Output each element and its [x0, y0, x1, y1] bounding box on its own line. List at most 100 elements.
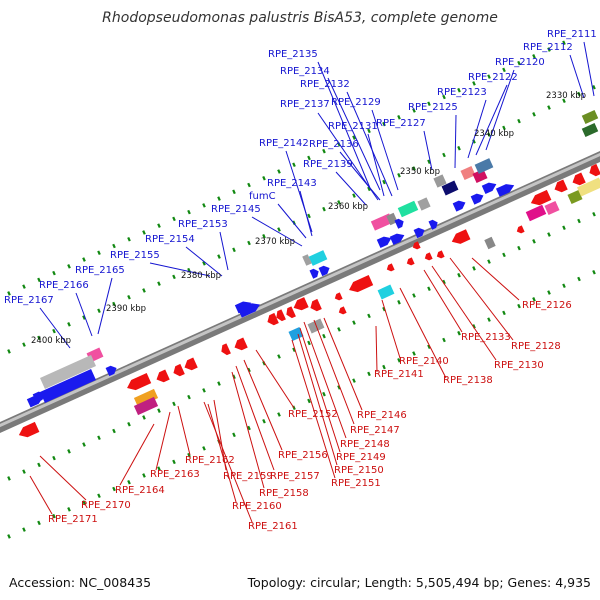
tick-mark-inner-bottom — [547, 232, 551, 237]
gene-label-RPE_2161[interactable]: RPE_2161 — [248, 521, 298, 532]
forward-block — [581, 110, 599, 124]
gene-label-RPE_2139[interactable]: RPE_2139 — [303, 159, 353, 170]
gene-label-RPE_2134[interactable]: RPE_2134 — [280, 66, 330, 77]
tick-mark-inner-top — [37, 335, 41, 341]
tick-mark-outer-top — [157, 223, 161, 228]
tick-mark-outer-bottom — [397, 358, 401, 363]
gene-label-RPE_2132[interactable]: RPE_2132 — [300, 79, 350, 90]
gene-label-RPE_2140[interactable]: RPE_2140 — [399, 356, 449, 367]
tick-mark-inner-top — [502, 125, 506, 131]
gene-label-RPE_2146[interactable]: RPE_2146 — [357, 410, 407, 421]
gene-label-RPE_2133[interactable]: RPE_2133 — [461, 332, 511, 343]
gene-label-RPE_2142[interactable]: RPE_2142 — [259, 138, 309, 149]
reverse-arrow — [234, 337, 248, 351]
tick-mark-inner-bottom — [442, 279, 446, 285]
gene-label-RPE_2155[interactable]: RPE_2155 — [110, 250, 160, 261]
tick-mark-inner-top — [52, 328, 56, 334]
scale-label-2390: 2390 kbp — [106, 304, 146, 314]
reverse-arrow — [18, 421, 40, 438]
gene-label-RPE_2162[interactable]: RPE_2162 — [185, 455, 235, 466]
forward-leader-line — [149, 262, 211, 277]
reverse-leader-line — [399, 287, 447, 379]
gene-label-RPE_2131[interactable]: RPE_2131 — [328, 121, 378, 132]
gene-label-RPE_2149[interactable]: RPE_2149 — [336, 452, 386, 463]
gene-label-RPE_2127[interactable]: RPE_2127 — [376, 118, 426, 129]
gene-label-RPE_2135[interactable]: RPE_2135 — [268, 49, 318, 60]
gene-label-RPE_2120[interactable]: RPE_2120 — [495, 57, 545, 68]
reverse-leader-line — [177, 405, 191, 456]
gene-label-RPE_2154[interactable]: RPE_2154 — [145, 234, 195, 245]
reverse-arrow — [349, 275, 374, 293]
reverse-leader-line — [235, 365, 275, 471]
gene-label-RPE_2137[interactable]: RPE_2137 — [280, 99, 330, 110]
gene-label-RPE_2165[interactable]: RPE_2165 — [75, 265, 125, 276]
tick-mark-outer-bottom — [112, 486, 116, 492]
gene-label-RPE_2167[interactable]: RPE_2167 — [4, 295, 54, 306]
gene-label-RPE_2156[interactable]: RPE_2156 — [278, 450, 328, 461]
reverse-leader-line — [231, 371, 265, 489]
gene-label-RPE_2157[interactable]: RPE_2157 — [270, 471, 320, 482]
gene-label-RPE_2152[interactable]: RPE_2152 — [288, 409, 338, 420]
tick-mark-inner-bottom — [202, 388, 206, 393]
tick-mark-inner-top — [562, 98, 566, 104]
tick-mark-inner-top — [412, 166, 416, 171]
forward-arrow — [318, 265, 330, 277]
tick-mark-inner-bottom — [307, 340, 311, 346]
gene-label-RPE_2148[interactable]: RPE_2148 — [340, 439, 390, 450]
tick-mark-inner-bottom — [322, 333, 326, 339]
tick-mark-outer-bottom — [427, 344, 431, 350]
tick-mark-inner-top — [382, 179, 386, 185]
gene-label-RPE_2164[interactable]: RPE_2164 — [115, 485, 165, 496]
colored-block — [308, 250, 328, 266]
reverse-leader-line — [203, 401, 253, 523]
small-reverse-arrow — [406, 257, 415, 266]
colored-block — [302, 254, 312, 266]
forward-leader-line — [346, 91, 393, 197]
gene-label-RPE_2125[interactable]: RPE_2125 — [408, 102, 458, 113]
tick-mark-outer-bottom — [157, 466, 161, 471]
reverse-arrow — [310, 298, 322, 312]
forward-leader-line — [423, 130, 433, 171]
gene-features — [18, 110, 600, 438]
gene-label-RPE_2122[interactable]: RPE_2122 — [468, 72, 518, 83]
tick-mark-inner-top — [202, 261, 206, 266]
reverse-arrow — [221, 343, 231, 356]
gene-label-RPE_2136[interactable]: RPE_2136 — [309, 139, 359, 150]
tick-mark-outer-bottom — [202, 446, 206, 451]
gene-label-RPE_2151[interactable]: RPE_2151 — [331, 478, 381, 489]
tick-mark-outer-top — [292, 162, 296, 167]
gene-label-RPE_2171[interactable]: RPE_2171 — [48, 514, 98, 525]
small-reverse-arrow — [516, 225, 525, 234]
reverse-block — [377, 284, 395, 300]
gene-label-RPE_2159[interactable]: RPE_2159 — [223, 471, 273, 482]
gene-label-RPE_2138[interactable]: RPE_2138 — [443, 375, 493, 386]
forward-arrow — [389, 233, 405, 245]
gene-label-RPE_2147[interactable]: RPE_2147 — [350, 425, 400, 436]
gene-label-RPE_2111[interactable]: RPE_2111 — [547, 29, 597, 40]
tick-mark-outer-top — [517, 60, 521, 66]
accession-text: Accession: NC_008435 — [9, 575, 151, 590]
gene-label-RPE_2158[interactable]: RPE_2158 — [259, 488, 309, 499]
gene-label-RPE_2129[interactable]: RPE_2129 — [331, 97, 381, 108]
gene-label-RPE_2112[interactable]: RPE_2112 — [523, 42, 573, 53]
tick-mark-inner-bottom — [412, 293, 416, 298]
gene-label-RPE_2145[interactable]: RPE_2145 — [211, 204, 261, 215]
leader-lines — [29, 41, 595, 523]
gene-label-RPE_2163[interactable]: RPE_2163 — [150, 469, 200, 480]
gene-label-RPE_2141[interactable]: RPE_2141 — [374, 369, 424, 380]
gene-label-RPE_2126[interactable]: RPE_2126 — [522, 300, 572, 311]
forward-leader-line — [251, 216, 303, 247]
tick-mark-outer-top — [112, 243, 116, 249]
gene-label-RPE_2160[interactable]: RPE_2160 — [232, 501, 282, 512]
gene-label-RPE_2130[interactable]: RPE_2130 — [494, 360, 544, 371]
gene-label-RPE_2123[interactable]: RPE_2123 — [437, 87, 487, 98]
gene-label-fumC[interactable]: fumC — [249, 191, 276, 202]
gene-label-RPE_2150[interactable]: RPE_2150 — [334, 465, 384, 476]
gene-label-RPE_2166[interactable]: RPE_2166 — [39, 280, 89, 291]
gene-label-RPE_2153[interactable]: RPE_2153 — [178, 219, 228, 230]
gene-label-RPE_2170[interactable]: RPE_2170 — [81, 500, 131, 511]
forward-leader-line — [97, 277, 113, 335]
tick-mark-inner-bottom — [562, 225, 566, 231]
gene-label-RPE_2143[interactable]: RPE_2143 — [267, 178, 317, 189]
gene-label-RPE_2128[interactable]: RPE_2128 — [511, 341, 561, 352]
